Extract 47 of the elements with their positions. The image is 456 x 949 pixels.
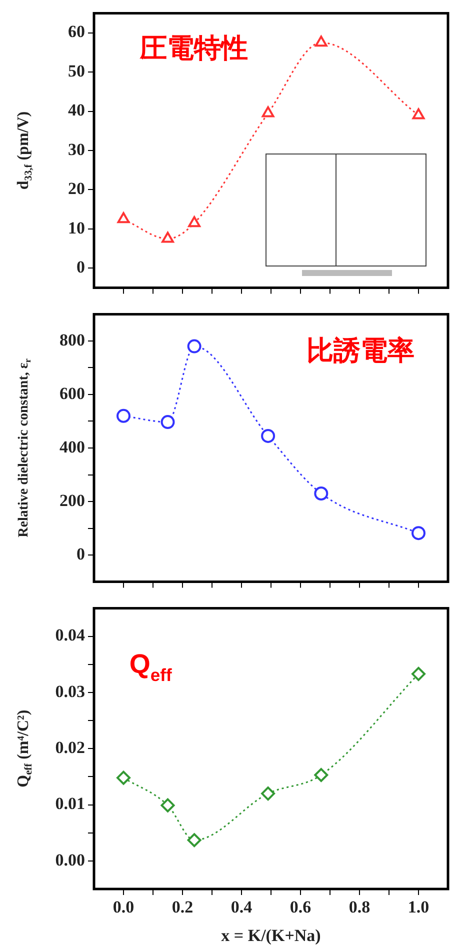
y-tick-label: 0.02 — [55, 738, 85, 757]
point — [314, 486, 328, 500]
x-axis-title: x = K/(K+Na) — [221, 926, 321, 946]
y-tick-label: 800 — [60, 330, 85, 350]
y-tick-label: 0.00 — [55, 850, 85, 870]
y-tick-label: 20 — [68, 179, 85, 198]
y-tick-label: 50 — [68, 61, 85, 80]
y-tick-label: 0 — [76, 258, 85, 277]
x-tick-label: 0.4 — [230, 898, 253, 917]
annotation: 圧電特性 — [139, 33, 248, 64]
y-tick-label: 400 — [60, 437, 85, 456]
y-tick-label: 40 — [68, 100, 85, 120]
y-axis-title: Qeff (m⁴/C²) — [15, 710, 34, 788]
y-axis-title: d33,f (pm/V) — [15, 111, 34, 190]
y-tick-label: 60 — [68, 22, 85, 42]
point — [412, 526, 426, 540]
y-tick-label: 200 — [60, 490, 85, 510]
point — [117, 212, 130, 224]
y-axis-title: Relative dielectric constant, εr — [16, 358, 33, 538]
point — [116, 770, 130, 785]
y-tick-label: 10 — [68, 218, 85, 238]
y-tick-label: 0.01 — [55, 794, 85, 814]
point — [188, 216, 200, 228]
y-tick-label: 600 — [60, 384, 85, 403]
point — [160, 415, 175, 430]
y-tick-label: 30 — [68, 140, 85, 159]
point — [187, 339, 202, 354]
point — [261, 428, 276, 443]
x-tick-label: 0.8 — [348, 898, 370, 917]
point — [412, 666, 426, 681]
point — [314, 36, 328, 47]
y-tick-label: 0.04 — [55, 626, 86, 645]
x-tick-label: 0.6 — [290, 898, 312, 917]
point — [187, 833, 202, 848]
point — [314, 768, 328, 782]
point — [160, 798, 175, 812]
point — [116, 408, 130, 423]
point — [412, 108, 425, 120]
x-tick-label: 0.2 — [172, 898, 194, 917]
point — [262, 106, 274, 118]
y-tick-label: 0 — [76, 544, 85, 564]
point — [162, 232, 174, 243]
point — [261, 786, 276, 801]
y-tick-label: 0.03 — [55, 682, 85, 701]
x-tick-label: 0.0 — [112, 898, 134, 917]
annotation: 比誘電率 — [306, 336, 414, 366]
x-tick-label: 1.0 — [408, 898, 430, 917]
